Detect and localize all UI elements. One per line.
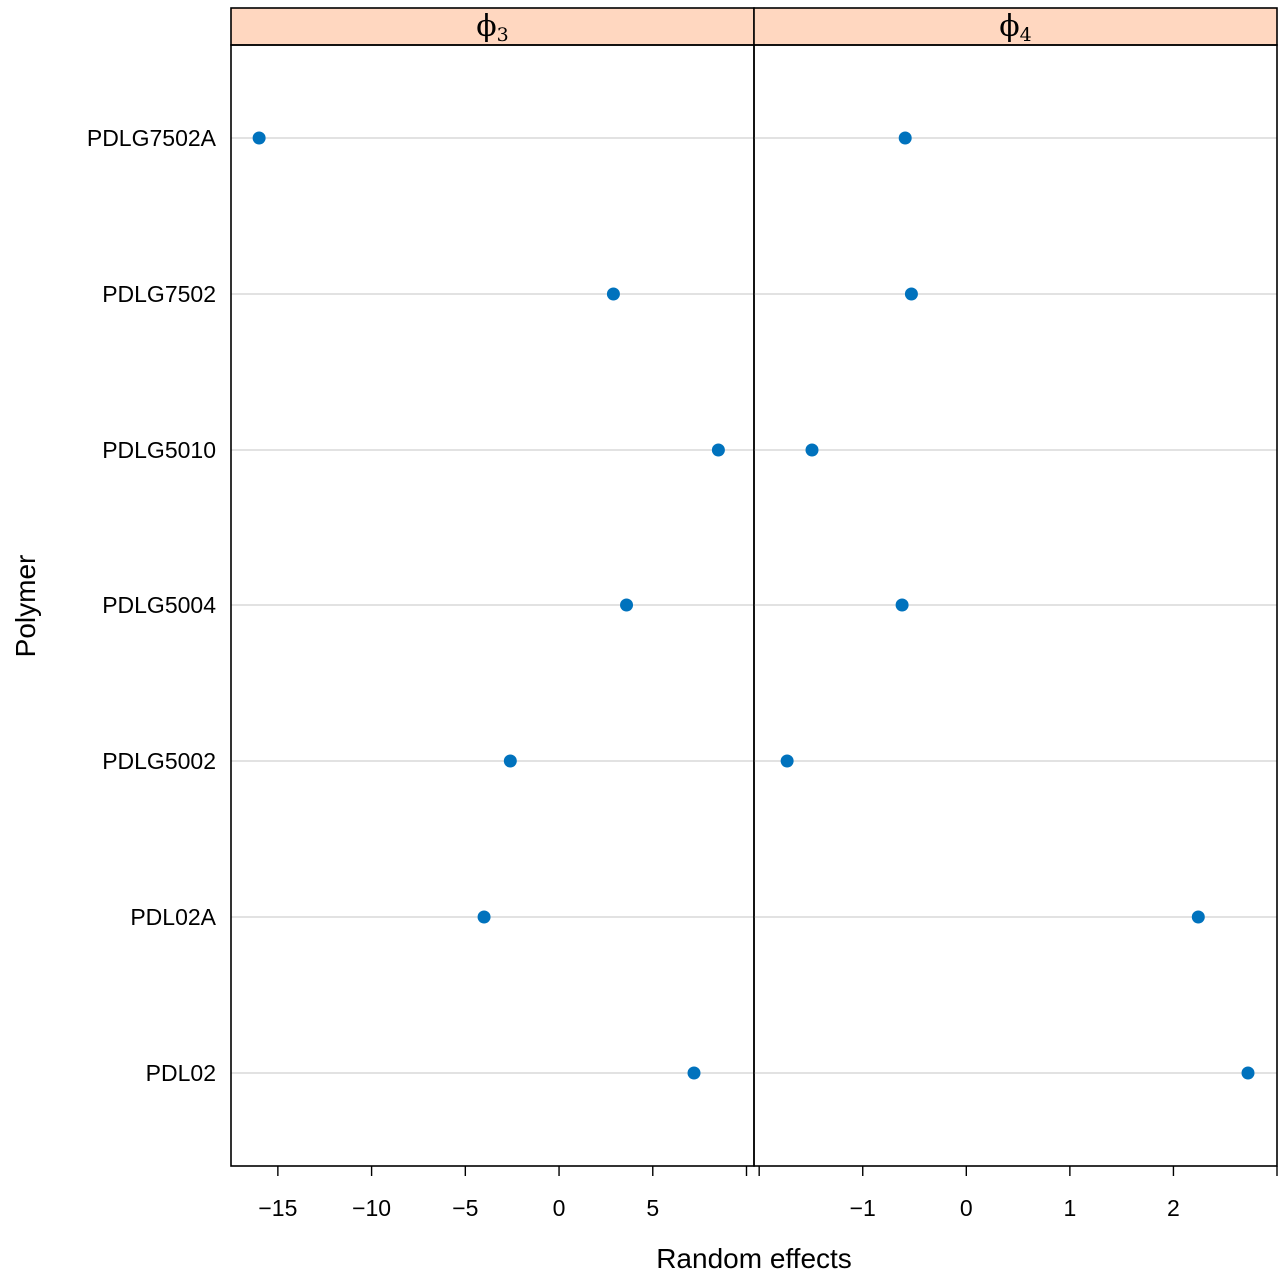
x-tick-label: −5 xyxy=(452,1195,478,1221)
y-axis-title: Polymer xyxy=(10,555,41,658)
data-point xyxy=(895,598,909,612)
category-labels: PDL02 PDL02A PDLG5002 PDLG5004 PDLG5010 PDLG7… xyxy=(87,125,217,1086)
x-tick-label: −10 xyxy=(352,1195,391,1221)
x-tick-label: 2 xyxy=(1167,1195,1180,1221)
data-point xyxy=(1241,1066,1255,1080)
strip-symbol: ϕ xyxy=(999,9,1019,44)
data-point xyxy=(252,131,266,145)
category-label: PDLG5002 xyxy=(102,748,216,774)
data-point xyxy=(606,287,620,301)
data-point xyxy=(1191,910,1205,924)
strip-symbol: ϕ xyxy=(476,9,496,44)
data-point xyxy=(620,598,634,612)
x-tick-label: −15 xyxy=(258,1195,297,1221)
category-label: PDLG5004 xyxy=(102,592,216,618)
data-point xyxy=(711,443,725,457)
x-tick-label: −1 xyxy=(850,1195,876,1221)
strip-subscript: 3 xyxy=(497,24,509,46)
panel-strip-label: ϕ4 xyxy=(999,9,1032,46)
category-label: PDLG7502 xyxy=(102,281,216,307)
strip-subscript: 4 xyxy=(1020,24,1032,46)
data-point xyxy=(898,131,912,145)
category-label: PDLG5010 xyxy=(102,437,216,463)
panels: ϕ3−15 −10 −5 0 5ϕ4−1 0 1 2 xyxy=(230,7,1278,1221)
x-tick-label: 0 xyxy=(553,1195,566,1221)
data-point xyxy=(477,910,491,924)
panel-frame xyxy=(753,44,1278,1167)
data-point xyxy=(687,1066,701,1080)
panel-strip-label: ϕ3 xyxy=(476,9,509,46)
panel-strip xyxy=(230,7,755,46)
data-point xyxy=(503,754,517,768)
x-tick-label: 0 xyxy=(960,1195,973,1221)
x-tick-label: 1 xyxy=(1063,1195,1076,1221)
data-point xyxy=(805,443,819,457)
category-label: PDLG7502A xyxy=(87,125,217,151)
x-tick-label: 5 xyxy=(646,1195,659,1221)
data-point xyxy=(904,287,918,301)
category-label: PDL02 xyxy=(146,1060,216,1086)
panel-2: ϕ4 −1 0 1 2 xyxy=(753,7,1278,1221)
category-label: PDL02A xyxy=(130,904,216,930)
data-point xyxy=(780,754,794,768)
panel-1: ϕ3 −15 −10 −5 0 5 xyxy=(230,7,755,1221)
x-axis-title: Random effects xyxy=(656,1243,852,1274)
